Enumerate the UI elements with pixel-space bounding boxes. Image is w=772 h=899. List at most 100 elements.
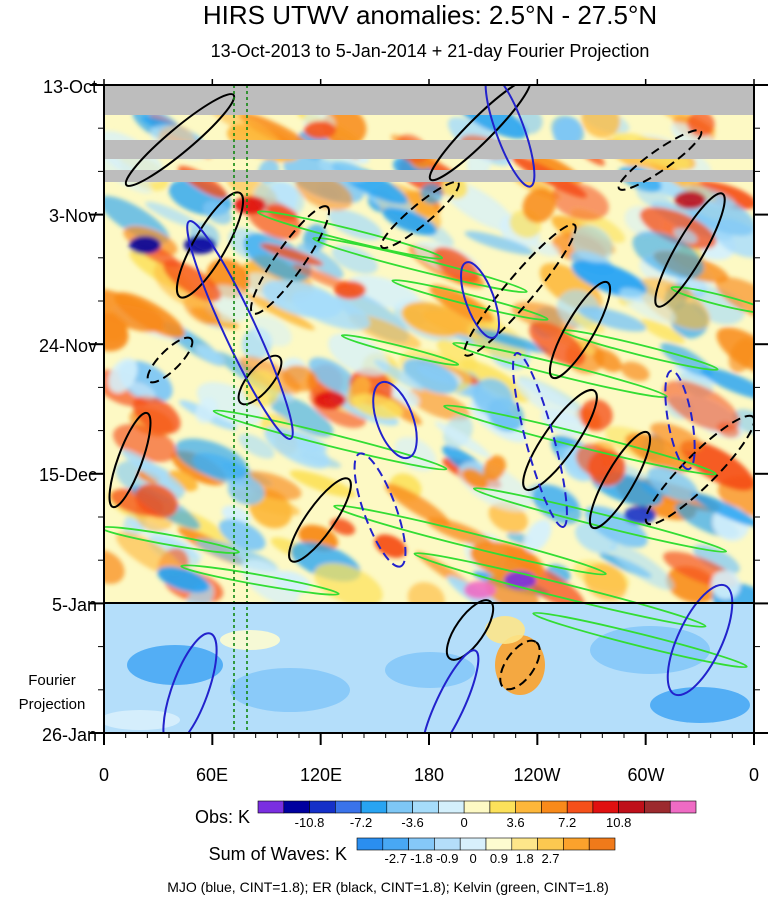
er-contour xyxy=(288,477,352,563)
obs-colorbar-swatch xyxy=(541,800,568,814)
obs-colorbar-swatch xyxy=(309,800,336,814)
obs-anomaly-blob xyxy=(553,116,582,147)
obs-anomaly-blob xyxy=(524,519,552,553)
mjo-contour xyxy=(372,380,418,460)
obs-colorbar-swatch xyxy=(386,800,413,814)
er-contour xyxy=(428,85,532,182)
kelvin-contour xyxy=(532,611,748,669)
axis-ticks xyxy=(90,79,768,745)
x-tick-label: 60E xyxy=(196,765,228,785)
x-tick-label: 0 xyxy=(99,765,109,785)
obs-anomaly-blob xyxy=(114,292,185,339)
obs-anomaly-blob xyxy=(289,470,356,498)
er-contour xyxy=(237,354,283,406)
obs-anomaly-blob xyxy=(619,287,677,324)
projection-blob xyxy=(485,616,525,644)
projection-blob xyxy=(230,668,350,712)
kelvin-contour xyxy=(452,341,668,399)
er-contour xyxy=(175,191,245,299)
er-contour xyxy=(124,93,236,187)
er-contour xyxy=(249,205,331,315)
obs-colorbar xyxy=(257,800,697,814)
kelvin-contour xyxy=(212,409,448,471)
obs-anomaly-blob xyxy=(420,182,443,205)
obs-anomaly-blob xyxy=(135,483,179,518)
obs-anomaly-blob xyxy=(328,209,382,241)
obs-anomaly-blob xyxy=(322,107,367,147)
obs-anomaly-blob xyxy=(632,231,704,279)
x-tick-label: 120E xyxy=(300,765,342,785)
kelvin-contour xyxy=(256,210,444,260)
obs-anomaly-blob xyxy=(464,231,535,255)
obs-anomaly-blob xyxy=(374,534,407,558)
kelvin-contour xyxy=(413,552,707,628)
kelvin-contour xyxy=(312,236,528,294)
er-contour xyxy=(499,639,541,691)
obs-anomaly-blob xyxy=(382,207,437,236)
waves-colorbar-tick-label: 0 xyxy=(469,851,476,866)
kelvin-contour xyxy=(391,279,549,321)
mjo-contour xyxy=(186,220,294,440)
obs-anomaly-blob xyxy=(196,345,224,365)
obs-anomaly-blob xyxy=(328,333,390,376)
obs-anomaly-blob xyxy=(314,563,383,607)
obs-colorbar-swatch xyxy=(515,800,542,814)
er-contour xyxy=(380,180,460,250)
mjo-contour xyxy=(460,261,500,339)
x-tick-label: 180 xyxy=(414,765,444,785)
y-tick-label: 13-Oct xyxy=(43,77,97,97)
projection-blob xyxy=(650,687,750,723)
mjo-contour xyxy=(353,452,407,568)
obs-anomaly-blob xyxy=(593,348,622,373)
obs-anomaly-blob xyxy=(625,432,693,473)
chart-subtitle: 13-Oct-2013 to 5-Jan-2014 + 21-day Fouri… xyxy=(211,41,650,61)
obs-colorbar-swatch xyxy=(412,800,439,814)
waves-colorbar-swatch xyxy=(537,837,564,851)
projection-blob xyxy=(495,635,545,695)
y-tick-label: 5-Jan xyxy=(52,595,97,615)
obs-anomaly-blob xyxy=(532,484,582,525)
obs-colorbar-swatch xyxy=(463,800,491,814)
waves-colorbar-tick-label: 1.8 xyxy=(516,851,534,866)
kelvin-contour xyxy=(333,504,607,576)
obs-anomaly-blob xyxy=(434,421,491,458)
kelvin-contour xyxy=(561,329,719,371)
er-contour xyxy=(588,430,652,530)
obs-anomaly-blob xyxy=(680,440,754,491)
obs-anomaly-blob xyxy=(407,388,470,421)
obs-anomaly-blob xyxy=(693,544,740,574)
missing-data-band xyxy=(104,140,754,159)
obs-colorbar-swatch xyxy=(566,800,594,814)
obs-anomaly-blob xyxy=(522,188,556,223)
obs-anomaly-blob xyxy=(104,549,125,584)
waves-colorbar-swatch xyxy=(511,837,538,851)
waves-colorbar-tick-label: 2.7 xyxy=(541,851,559,866)
obs-anomaly-blob xyxy=(137,470,161,484)
obs-anomaly-blob xyxy=(244,293,315,330)
obs-anomaly-core xyxy=(314,391,346,409)
obs-anomaly-blob xyxy=(351,393,403,420)
obs-colorbar-swatch xyxy=(257,800,285,814)
obs-anomaly-blob xyxy=(295,173,353,211)
obs-anomaly-blob xyxy=(218,519,266,551)
projection-blob xyxy=(590,626,710,674)
obs-anomaly-blob xyxy=(331,245,378,274)
projection-blob xyxy=(104,710,180,730)
obs-anomaly-blob xyxy=(732,409,754,436)
waves-colorbar-swatch xyxy=(382,837,409,851)
obs-anomaly-blob xyxy=(462,468,489,490)
obs-colorbar-swatch xyxy=(489,800,516,814)
obs-colorbar-tick-label: -3.6 xyxy=(401,815,423,830)
obs-anomaly-blob xyxy=(650,422,703,452)
obs-anomaly-blob xyxy=(121,449,186,493)
x-tick-label: 60W xyxy=(627,765,664,785)
obs-anomaly-blob xyxy=(541,409,587,437)
projection-blob xyxy=(385,652,475,688)
waves-colorbar-labels: -2.7 -1.8 -0.9 0 0.9 1.8 2.7 xyxy=(384,851,559,866)
obs-anomaly-blob xyxy=(472,328,550,353)
obs-colorbar-tick-label: 0 xyxy=(460,815,467,830)
obs-colorbar-swatch xyxy=(669,800,697,814)
obs-anomaly-blob xyxy=(384,483,450,527)
obs-anomaly-blob xyxy=(620,361,650,382)
